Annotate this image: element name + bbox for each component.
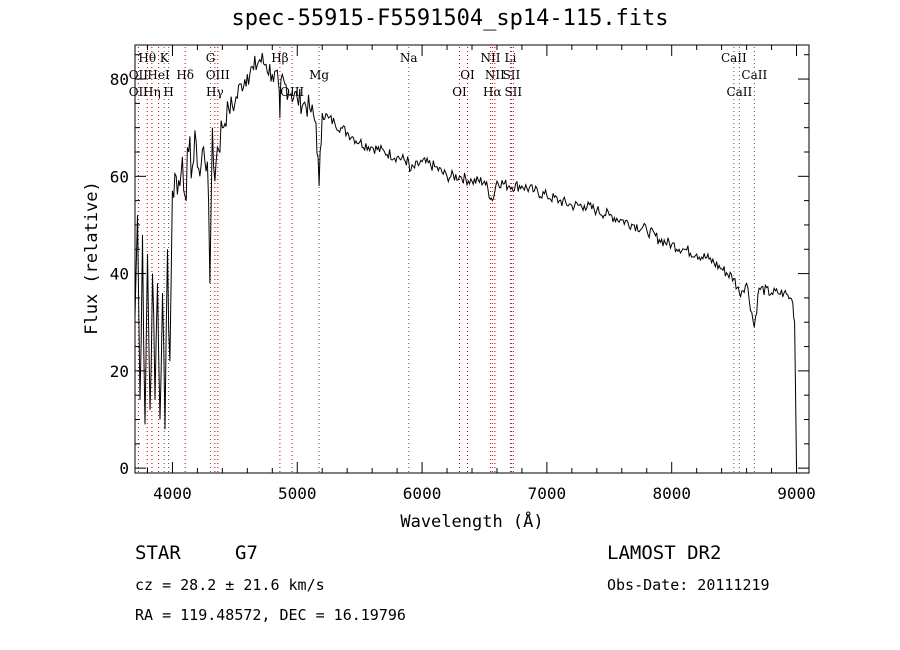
line-label: Hη	[143, 85, 161, 99]
line-label: H	[163, 85, 173, 99]
x-tick-label: 8000	[652, 484, 691, 503]
line-label: OIII	[206, 68, 230, 82]
line-label: OIII	[280, 85, 304, 99]
object-type: STAR	[135, 542, 181, 564]
line-label: K	[160, 51, 170, 65]
line-label: OII	[129, 85, 149, 99]
survey-name: LAMOST DR2	[607, 542, 722, 564]
line-label: OI	[452, 85, 467, 99]
x-tick-label: 7000	[528, 484, 567, 503]
y-tick-label: 60	[110, 167, 129, 186]
line-label: SII	[504, 85, 522, 99]
line-label: Hα	[483, 85, 502, 99]
line-label: CaII	[721, 51, 747, 65]
line-label: NII	[485, 68, 505, 82]
x-tick-label: 9000	[777, 484, 816, 503]
line-label: HeI	[147, 68, 170, 82]
x-axis-label: Wavelength (Å)	[400, 512, 544, 532]
y-tick-label: 20	[110, 362, 129, 381]
line-label: SII	[503, 68, 521, 82]
line-label: OII	[129, 68, 149, 82]
observation-date: Obs-Date: 20111219	[607, 576, 770, 594]
line-label: Hγ	[206, 85, 224, 99]
line-label: Mg	[309, 68, 329, 82]
line-label: CaII	[726, 85, 752, 99]
line-label: Li	[505, 51, 517, 65]
line-label: CaII	[741, 68, 767, 82]
object-class: G7	[235, 542, 258, 564]
line-label: NII	[480, 51, 500, 65]
line-label: Hδ	[176, 68, 194, 82]
y-tick-label: 80	[110, 70, 129, 89]
plot-frame	[134, 44, 810, 474]
line-label: Hβ	[271, 51, 288, 65]
chart-title: spec-55915-F5591504_sp14-115.fits	[231, 6, 669, 31]
x-tick-label: 5000	[278, 484, 317, 503]
line-label: G	[206, 51, 216, 65]
spectrum-trace	[134, 52, 797, 469]
y-tick-label: 40	[110, 265, 129, 284]
y-tick-label: 0	[119, 459, 129, 478]
redshift-value: cz = 28.2 ± 21.6 km/s	[135, 576, 325, 594]
x-tick-label: 6000	[403, 484, 442, 503]
y-axis-label: Flux (relative)	[82, 181, 102, 335]
line-label: OI	[460, 68, 475, 82]
coordinates: RA = 119.48572, DEC = 16.19796	[135, 606, 406, 624]
line-label: Na	[400, 51, 418, 65]
x-tick-label: 4000	[153, 484, 192, 503]
line-label: Hθ	[138, 51, 156, 65]
